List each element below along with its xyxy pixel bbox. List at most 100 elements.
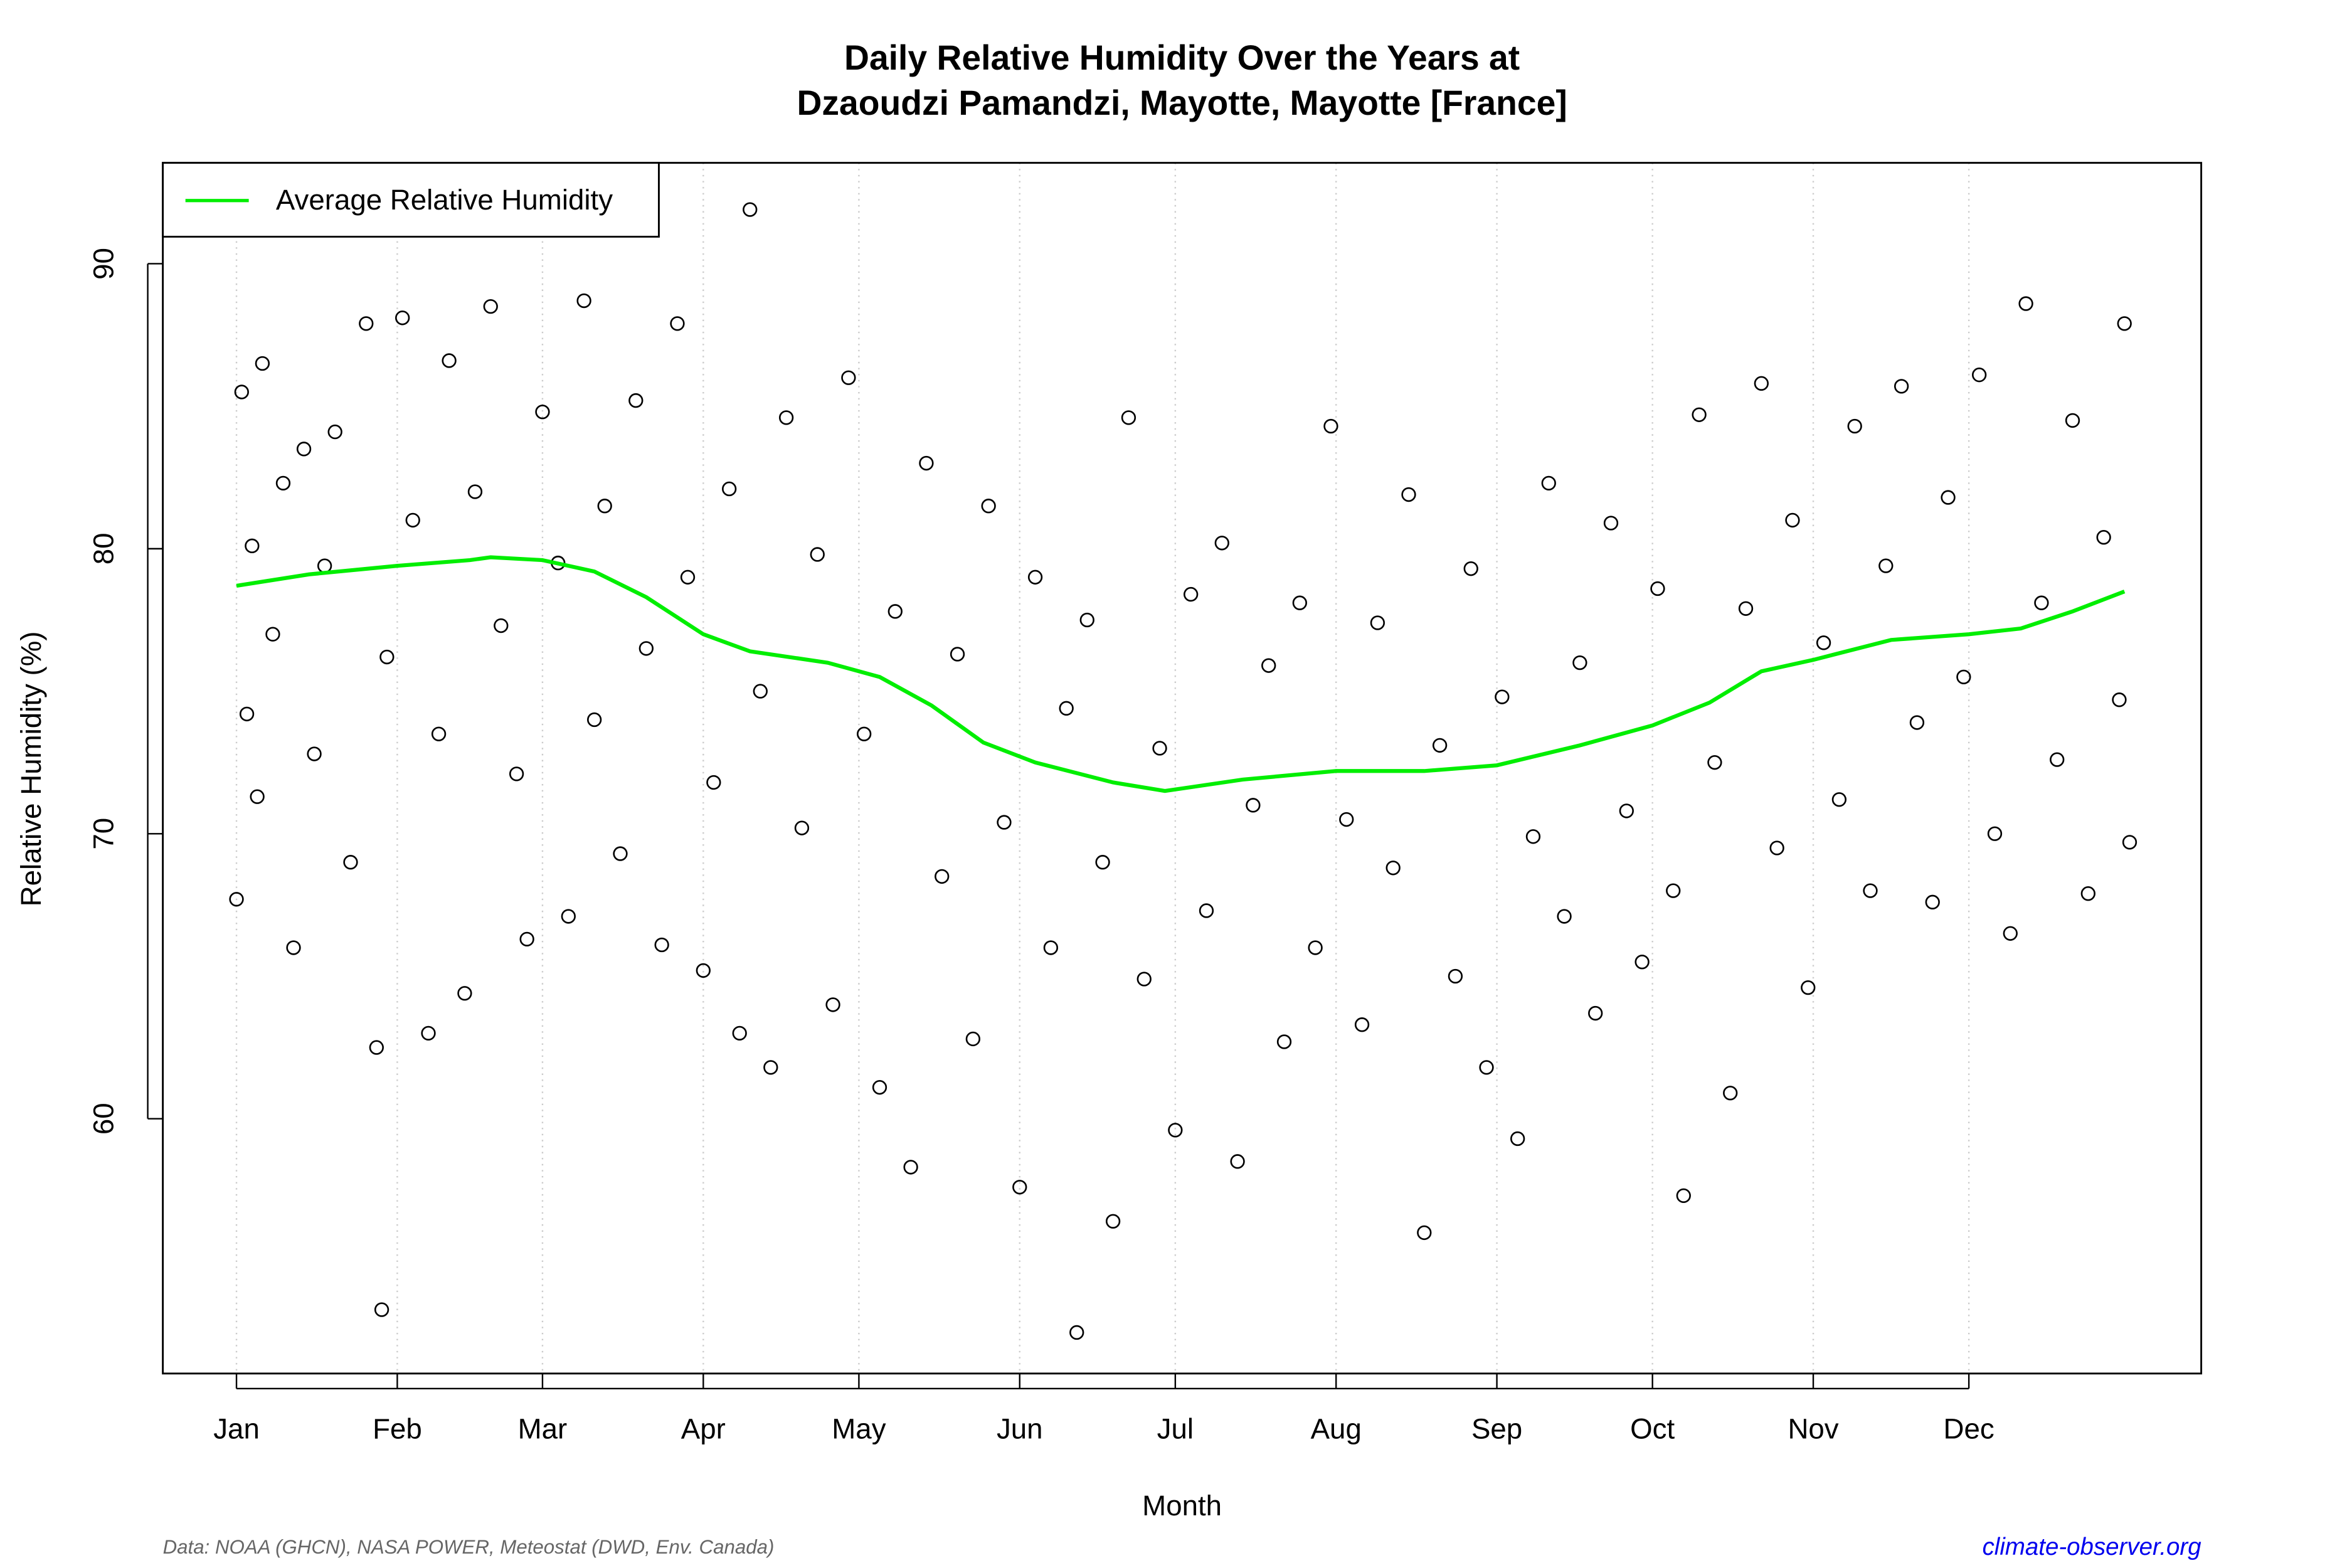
- data-point: [561, 909, 576, 924]
- data-point: [1370, 615, 1385, 630]
- data-point: [1925, 894, 1940, 909]
- data-point: [1059, 701, 1074, 716]
- data-point: [1432, 738, 1448, 753]
- data-point: [2050, 752, 2065, 767]
- data-point: [265, 627, 280, 642]
- data-point: [369, 1040, 384, 1055]
- data-point: [794, 820, 810, 835]
- data-point: [2117, 316, 2132, 331]
- data-point: [732, 1025, 747, 1041]
- data-point: [1894, 379, 1909, 394]
- data-point: [359, 316, 374, 331]
- data-point: [1401, 487, 1416, 502]
- data-point: [1525, 829, 1541, 844]
- data-point: [1069, 1325, 1084, 1340]
- data-point: [857, 726, 872, 741]
- data-point: [467, 484, 483, 499]
- data-point: [997, 815, 1012, 830]
- data-point: [1769, 840, 1784, 856]
- data-point: [1448, 968, 1463, 984]
- data-point: [296, 442, 312, 457]
- x-tick-label: Nov: [1788, 1412, 1838, 1444]
- data-point: [2122, 835, 2137, 850]
- data-point: [1707, 755, 1722, 770]
- data-point: [1634, 955, 1650, 970]
- data-point: [1417, 1225, 1432, 1241]
- x-tick-label: Jun: [997, 1412, 1043, 1444]
- data-point: [1831, 792, 1847, 807]
- x-tick-label: Feb: [373, 1412, 422, 1444]
- data-point: [2080, 886, 2095, 901]
- data-point: [613, 846, 628, 861]
- data-point: [395, 310, 410, 326]
- data-point: [1692, 407, 1707, 422]
- data-point: [1027, 569, 1043, 585]
- data-point: [1385, 861, 1401, 876]
- data-point: [597, 499, 612, 514]
- data-point: [1738, 601, 1754, 616]
- data-point: [1510, 1131, 1525, 1147]
- data-point: [286, 940, 301, 955]
- data-point: [1463, 561, 1478, 576]
- data-point: [638, 641, 654, 656]
- data-point: [374, 1302, 389, 1317]
- data-point: [935, 869, 950, 884]
- data-point: [1230, 1154, 1245, 1169]
- data-point: [1214, 536, 1229, 551]
- data-point: [965, 1031, 981, 1047]
- x-tick-label: Aug: [1311, 1412, 1362, 1444]
- x-tick-label: Sep: [1471, 1412, 1522, 1444]
- data-point: [1676, 1188, 1691, 1204]
- data-point: [1136, 972, 1152, 987]
- average-line: [236, 555, 2126, 793]
- data-point: [442, 353, 457, 368]
- data-point: [722, 481, 737, 497]
- data-point: [2018, 296, 2033, 311]
- data-point: [872, 1080, 887, 1095]
- data-point: [2065, 413, 2080, 428]
- data-point: [255, 356, 270, 371]
- data-point: [234, 384, 249, 400]
- data-point: [1495, 689, 1510, 704]
- data-point: [1012, 1180, 1027, 1195]
- data-point: [670, 316, 685, 331]
- y-tick-label: 80: [87, 532, 119, 564]
- data-point: [1588, 1005, 1603, 1021]
- data-point: [421, 1025, 436, 1041]
- site-link[interactable]: climate-observer.org: [1983, 1534, 2202, 1560]
- data-point: [379, 649, 395, 665]
- data-point: [1956, 669, 1971, 685]
- data-point: [654, 937, 669, 953]
- data-point: [1308, 940, 1323, 955]
- y-tick-label: 90: [87, 248, 119, 280]
- data-point: [1557, 909, 1572, 924]
- data-point: [903, 1160, 918, 1175]
- data-point: [753, 684, 768, 699]
- data-point: [2112, 692, 2127, 707]
- data-point: [680, 569, 696, 585]
- data-point: [981, 499, 996, 514]
- x-tick-label: Oct: [1630, 1412, 1675, 1444]
- data-point: [2034, 595, 2049, 610]
- x-axis-label: Month: [1142, 1490, 1222, 1522]
- data-point: [1785, 512, 1800, 528]
- data-point: [1909, 715, 1925, 730]
- y-tick-label: 60: [87, 1103, 119, 1135]
- data-point: [1168, 1123, 1183, 1138]
- data-point: [509, 766, 524, 781]
- data-point: [1105, 1214, 1121, 1229]
- data-point: [1987, 826, 2003, 841]
- data-point: [245, 538, 260, 553]
- data-point: [1292, 595, 1307, 610]
- data-point: [763, 1060, 778, 1075]
- data-point: [825, 997, 840, 1012]
- data-point: [841, 370, 856, 385]
- data-point: [1650, 581, 1665, 596]
- data-point: [431, 726, 447, 741]
- data-point: [2003, 926, 2018, 941]
- data-point: [2096, 530, 2111, 545]
- data-point: [1878, 558, 1894, 573]
- x-tick-label: Dec: [1944, 1412, 1994, 1444]
